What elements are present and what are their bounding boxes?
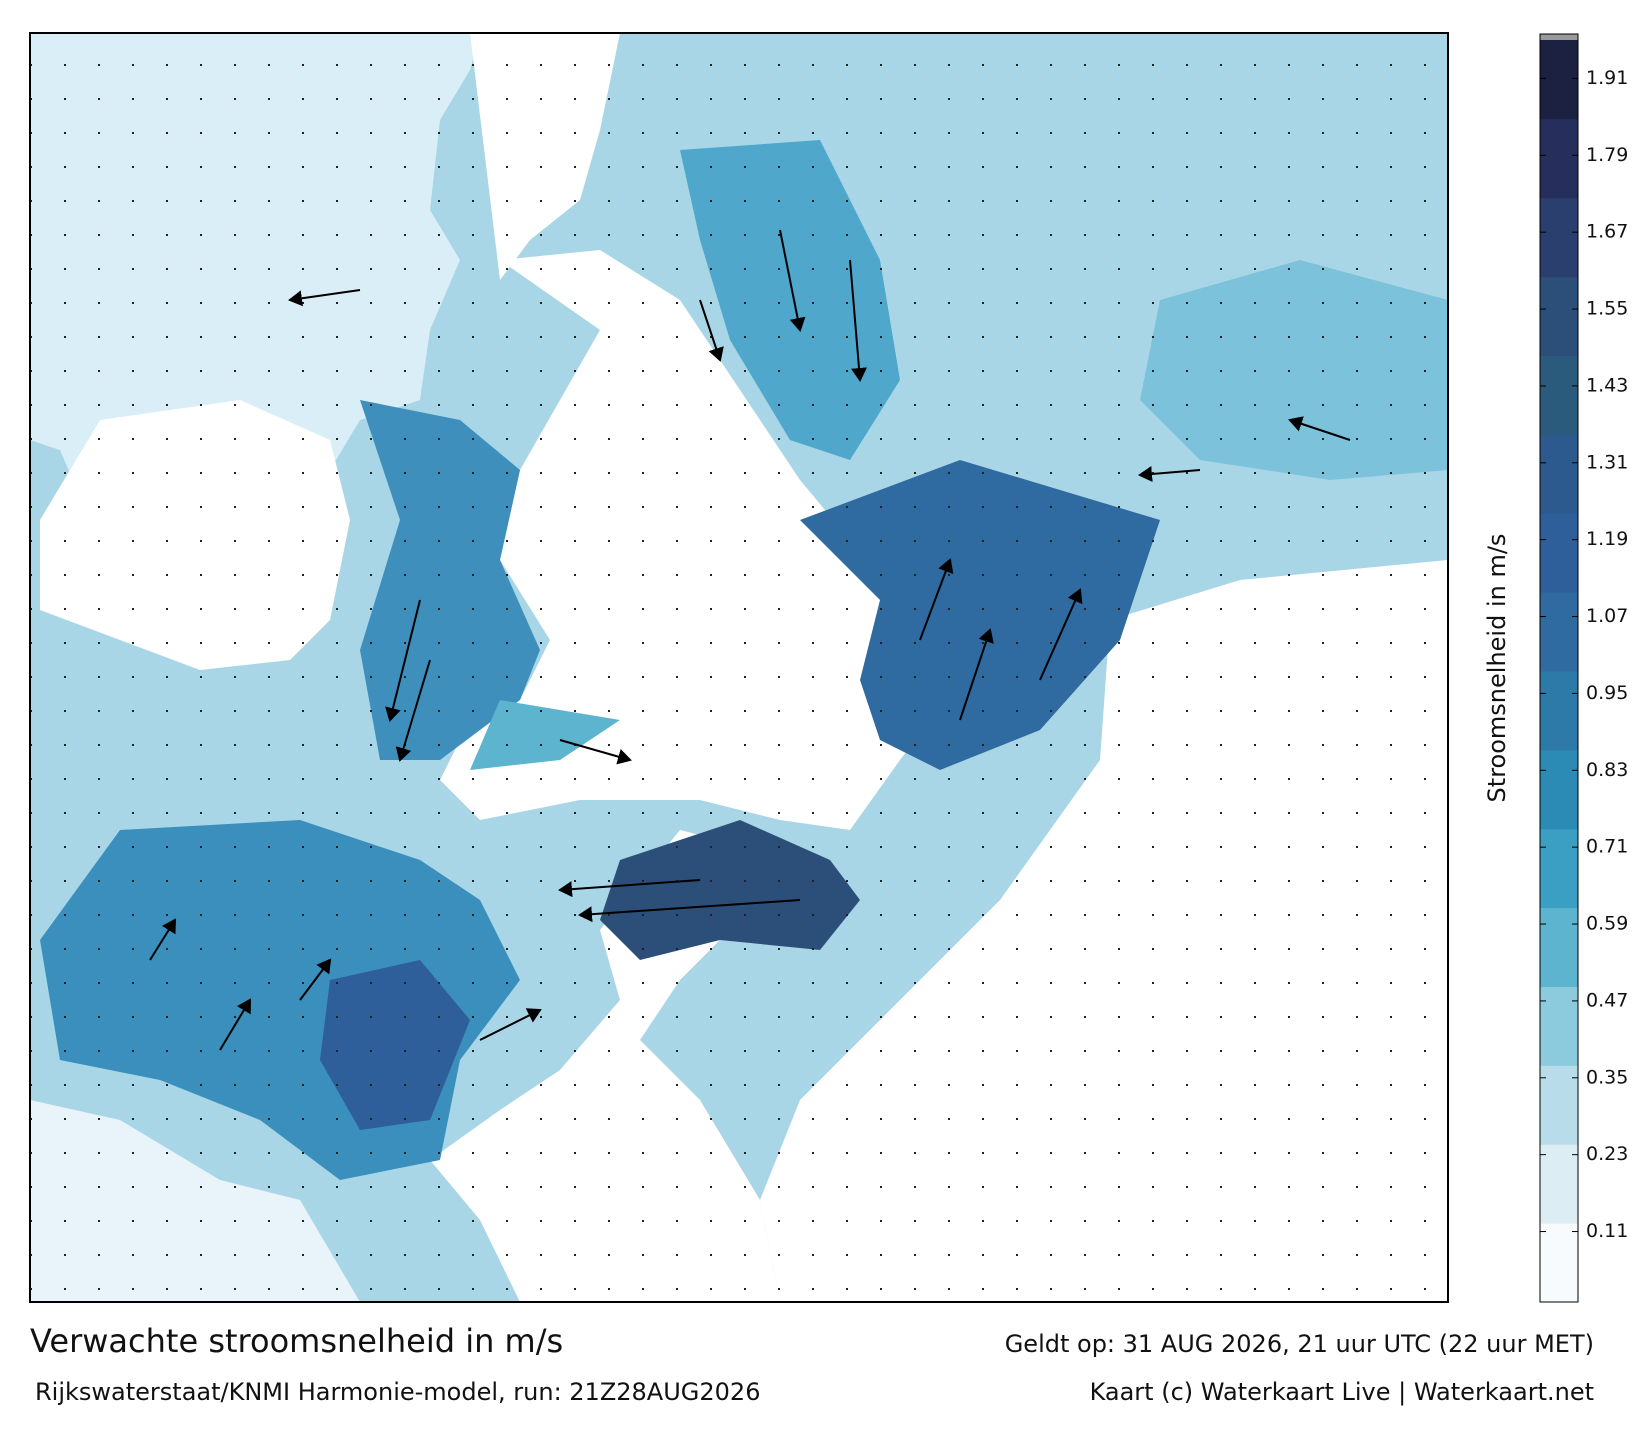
subtitle: Rijkswaterstaat/KNMI Harmonie-model, run…	[35, 1378, 760, 1406]
colorbar-tick-label: 1.07	[1586, 605, 1628, 627]
colorbar-band	[1540, 276, 1578, 356]
colorbar-band	[1540, 749, 1578, 830]
colorbar-band	[1540, 434, 1578, 514]
colorbar-cap	[1540, 34, 1578, 40]
colorbar-frame	[1539, 33, 1579, 1303]
valid-time: Geldt op: 31 AUG 2026, 21 uur UTC (22 uu…	[1005, 1330, 1594, 1358]
colorbar-band	[1540, 40, 1578, 120]
title: Verwachte stroomsnelheid in m/s	[30, 1322, 563, 1360]
colorbar-tick-label: 0.71	[1586, 836, 1628, 858]
colorbar-tick-label: 0.11	[1586, 1220, 1628, 1242]
credit: Kaart (c) Waterkaart Live | Waterkaart.n…	[1090, 1378, 1594, 1406]
colorbar-tick-label: 0.59	[1586, 913, 1628, 935]
colorbar-band	[1540, 118, 1578, 199]
colorbar-band	[1540, 1223, 1578, 1303]
map-frame	[29, 32, 1449, 1303]
colorbar-tick-label: 1.31	[1586, 451, 1628, 473]
colorbar-band	[1540, 592, 1578, 672]
colorbar-band	[1540, 355, 1578, 435]
colorbar-tick-label: 1.55	[1586, 298, 1628, 320]
colorbar-tick-label: 1.67	[1586, 221, 1628, 243]
colorbar-tick-label: 0.95	[1586, 682, 1628, 704]
colorbar-tick-label: 1.91	[1586, 67, 1628, 89]
colorbar-tick-label: 0.83	[1586, 759, 1628, 781]
colorbar-band	[1540, 513, 1578, 593]
colorbar-tick-label: 0.47	[1586, 989, 1628, 1011]
colorbar-band	[1540, 907, 1578, 987]
colorbar-tick-label: 0.23	[1586, 1143, 1628, 1165]
vector-grid	[30, 33, 1448, 1302]
colorbar-band	[1540, 671, 1578, 751]
colorbar-tick-label: 1.79	[1586, 144, 1628, 166]
colorbar-tick-label: 0.35	[1586, 1066, 1628, 1088]
colorbar-band	[1540, 828, 1578, 909]
colorbar-tick-label: 1.19	[1586, 528, 1628, 550]
colorbar-band	[1540, 1065, 1578, 1145]
colorbar-band	[1540, 1144, 1578, 1224]
current-arrows	[149, 229, 1351, 1051]
colorbar: 0.11 0.23 0.35 0.47 0.59 0.71 0.83 0.95 1.07 1.19…	[1539, 33, 1628, 1303]
colorbar-band	[1540, 986, 1578, 1066]
map	[30, 33, 1448, 1302]
colorbar-label: Stroomsnelheid in m/s	[1483, 534, 1511, 803]
colorbar-band	[1540, 197, 1578, 278]
colorbar-tick-label: 1.43	[1586, 374, 1628, 396]
